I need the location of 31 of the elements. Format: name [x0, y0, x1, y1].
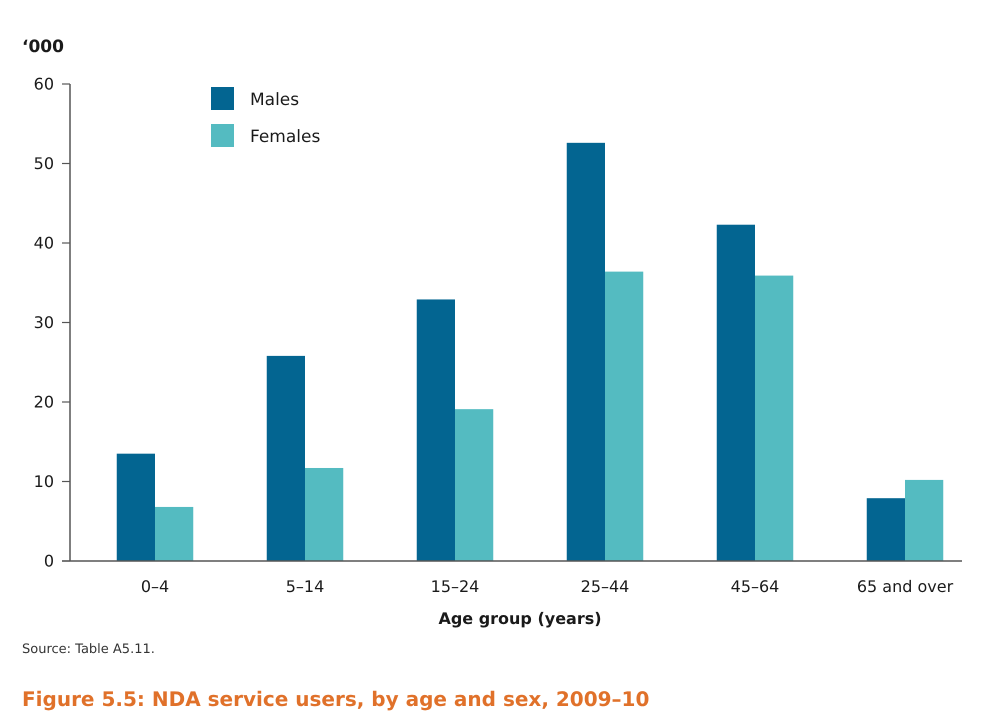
x-tick-label: 45–64	[730, 577, 780, 596]
text: Figure 5.5: NDA service users, by age and sex, 2009–10	[22, 687, 650, 711]
bar	[416, 299, 455, 561]
y-tick-label: 30	[34, 313, 54, 332]
bar	[716, 224, 755, 561]
bar	[116, 454, 155, 561]
y-tick-label: 60	[34, 74, 54, 94]
bar	[905, 480, 944, 561]
bar	[605, 272, 644, 561]
legend-label: Females	[250, 126, 320, 147]
x-axis-title: Age group (years)	[438, 609, 602, 628]
source-note: Source: Table A5.11.	[22, 642, 155, 657]
x-tick-label: 5–14	[286, 577, 324, 596]
bar	[266, 356, 305, 561]
legend-label: Males	[250, 90, 300, 110]
x-tick-label: 15–24	[430, 577, 480, 596]
y-tick-label: 10	[34, 472, 54, 492]
x-tick-label: 0–4	[140, 577, 170, 596]
bar	[455, 409, 494, 561]
bar	[866, 498, 905, 561]
y-tick-label: 20	[34, 392, 54, 412]
x-tick-label: 65 and over	[856, 577, 954, 596]
bar	[566, 142, 605, 561]
bar	[305, 468, 344, 561]
bar	[155, 506, 194, 561]
bar	[755, 276, 794, 561]
x-tick-label: 25–44	[580, 577, 630, 596]
y-tick-label: 40	[34, 234, 54, 253]
y-tick-label: 50	[34, 154, 54, 174]
y-axis-title: ‘000	[22, 37, 64, 57]
y-tick-label: 0	[44, 552, 54, 571]
